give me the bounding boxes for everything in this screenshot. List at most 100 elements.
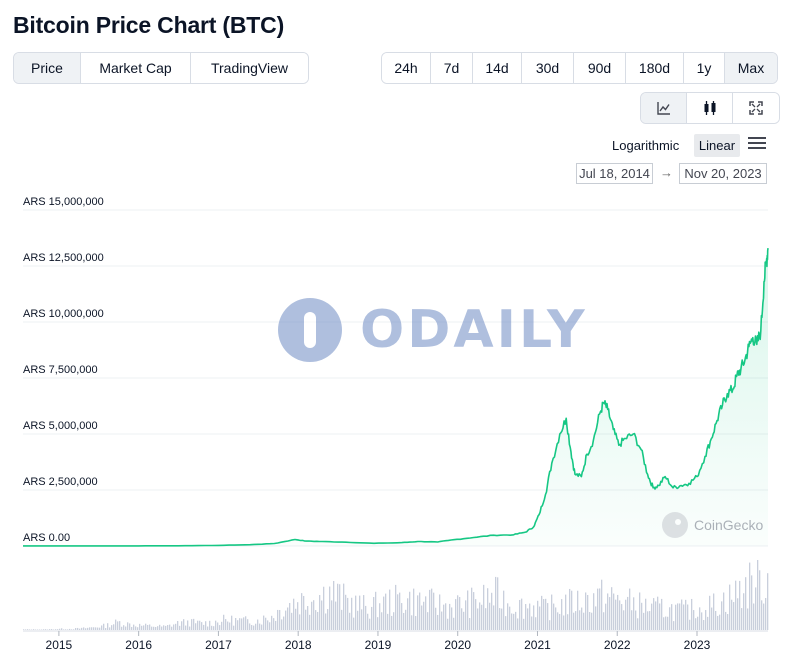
range-7d-button[interactable]: 7d: [431, 53, 473, 83]
volume-bar: [221, 621, 223, 630]
volume-bar: [631, 610, 633, 630]
volume-bar: [117, 621, 119, 630]
volume-bar: [343, 583, 345, 630]
volume-bar: [75, 628, 77, 630]
x-tick-label: 2021: [524, 638, 551, 652]
volume-bar: [363, 595, 365, 630]
volume-bar: [121, 626, 123, 630]
volume-bar: [77, 627, 79, 630]
volume-bar: [361, 609, 363, 630]
volume-bar: [245, 616, 247, 630]
volume-bar: [745, 577, 747, 630]
volume-bar: [565, 594, 567, 630]
volume-bar: [37, 629, 39, 630]
volume-bar: [415, 616, 417, 630]
volume-bar: [111, 625, 113, 630]
volume-bar: [425, 596, 427, 630]
volume-bar: [615, 599, 617, 630]
hamburger-menu-icon[interactable]: [748, 137, 766, 153]
volume-bar: [101, 625, 103, 630]
line-chart-button[interactable]: [641, 93, 687, 123]
volume-bar: [67, 629, 69, 630]
volume-bar: [719, 614, 721, 630]
volume-bar: [545, 598, 547, 630]
volume-bar: [611, 587, 613, 630]
volume-bar: [699, 607, 701, 630]
volume-bar: [299, 614, 301, 630]
volume-bar: [369, 618, 371, 630]
coingecko-watermark: CoinGecko: [662, 512, 763, 538]
volume-bar: [199, 620, 201, 630]
fullscreen-button[interactable]: [733, 93, 779, 123]
volume-bar: [673, 621, 675, 630]
range-14d-button[interactable]: 14d: [473, 53, 522, 83]
volume-bar: [675, 604, 677, 630]
volume-bar: [655, 601, 657, 630]
candlestick-button[interactable]: [687, 93, 733, 123]
volume-bar: [717, 615, 719, 630]
volume-bar: [643, 612, 645, 630]
volume-bar: [515, 611, 517, 630]
range-max-button[interactable]: Max: [725, 53, 777, 83]
y-tick-label: ARS 2,500,000: [23, 476, 98, 488]
volume-bar: [705, 610, 707, 630]
volume-bar: [27, 629, 29, 630]
y-tick-label: ARS 5,000,000: [23, 420, 98, 432]
volume-bar: [59, 628, 61, 630]
volume-bar: [41, 629, 43, 630]
volume-bar: [97, 627, 99, 630]
volume-bar: [79, 628, 81, 630]
volume-bar: [765, 598, 767, 630]
volume-bar: [495, 576, 497, 630]
volume-bar: [373, 597, 375, 630]
volume-bar: [617, 594, 619, 630]
range-1y-button[interactable]: 1y: [684, 53, 725, 83]
volume-bar: [691, 598, 693, 630]
volume-bar: [161, 626, 163, 630]
volume-bar: [393, 612, 395, 630]
volume-bar: [499, 608, 501, 630]
volume-bar: [767, 573, 769, 630]
range-90d-button[interactable]: 90d: [574, 53, 626, 83]
x-tick-label: 2020: [444, 638, 472, 652]
volume-bar: [587, 594, 589, 630]
tab-market-cap[interactable]: Market Cap: [81, 53, 191, 83]
volume-bar: [633, 597, 635, 630]
volume-bar: [463, 611, 465, 630]
volume-bar: [649, 611, 651, 630]
volume-bar: [459, 597, 461, 630]
volume-bar: [663, 617, 665, 630]
linear-scale-button[interactable]: Linear: [694, 134, 740, 157]
volume-bar: [385, 593, 387, 630]
volume-bar: [193, 618, 195, 630]
x-tick-label: 2023: [683, 638, 711, 652]
range-24h-button[interactable]: 24h: [382, 53, 431, 83]
date-to-input[interactable]: Nov 20, 2023: [679, 163, 767, 184]
volume-bar: [749, 562, 751, 630]
volume-bar: [647, 611, 649, 630]
logarithmic-scale-button[interactable]: Logarithmic: [612, 138, 680, 153]
price-area-fill: [23, 248, 768, 546]
volume-bar: [441, 611, 443, 630]
tab-tradingview[interactable]: TradingView: [191, 53, 308, 83]
volume-bar: [453, 617, 455, 630]
volume-bar: [389, 589, 391, 630]
volume-bar: [475, 599, 477, 630]
volume-bar: [47, 629, 49, 630]
volume-bar: [409, 591, 411, 630]
volume-bar: [725, 611, 727, 630]
volume-bar: [559, 613, 561, 630]
odaily-watermark: ODAILY: [278, 298, 588, 362]
range-180d-button[interactable]: 180d: [626, 53, 684, 83]
volume-bar: [429, 589, 431, 630]
volume-bar: [29, 629, 31, 630]
volume-bar: [195, 623, 197, 630]
volume-bar: [445, 603, 447, 630]
date-from-input[interactable]: Jul 18, 2014: [576, 163, 653, 184]
range-30d-button[interactable]: 30d: [522, 53, 574, 83]
volume-bar: [127, 622, 129, 630]
tab-price[interactable]: Price: [14, 53, 81, 83]
volume-bar: [607, 593, 609, 630]
volume-bar: [759, 570, 761, 630]
